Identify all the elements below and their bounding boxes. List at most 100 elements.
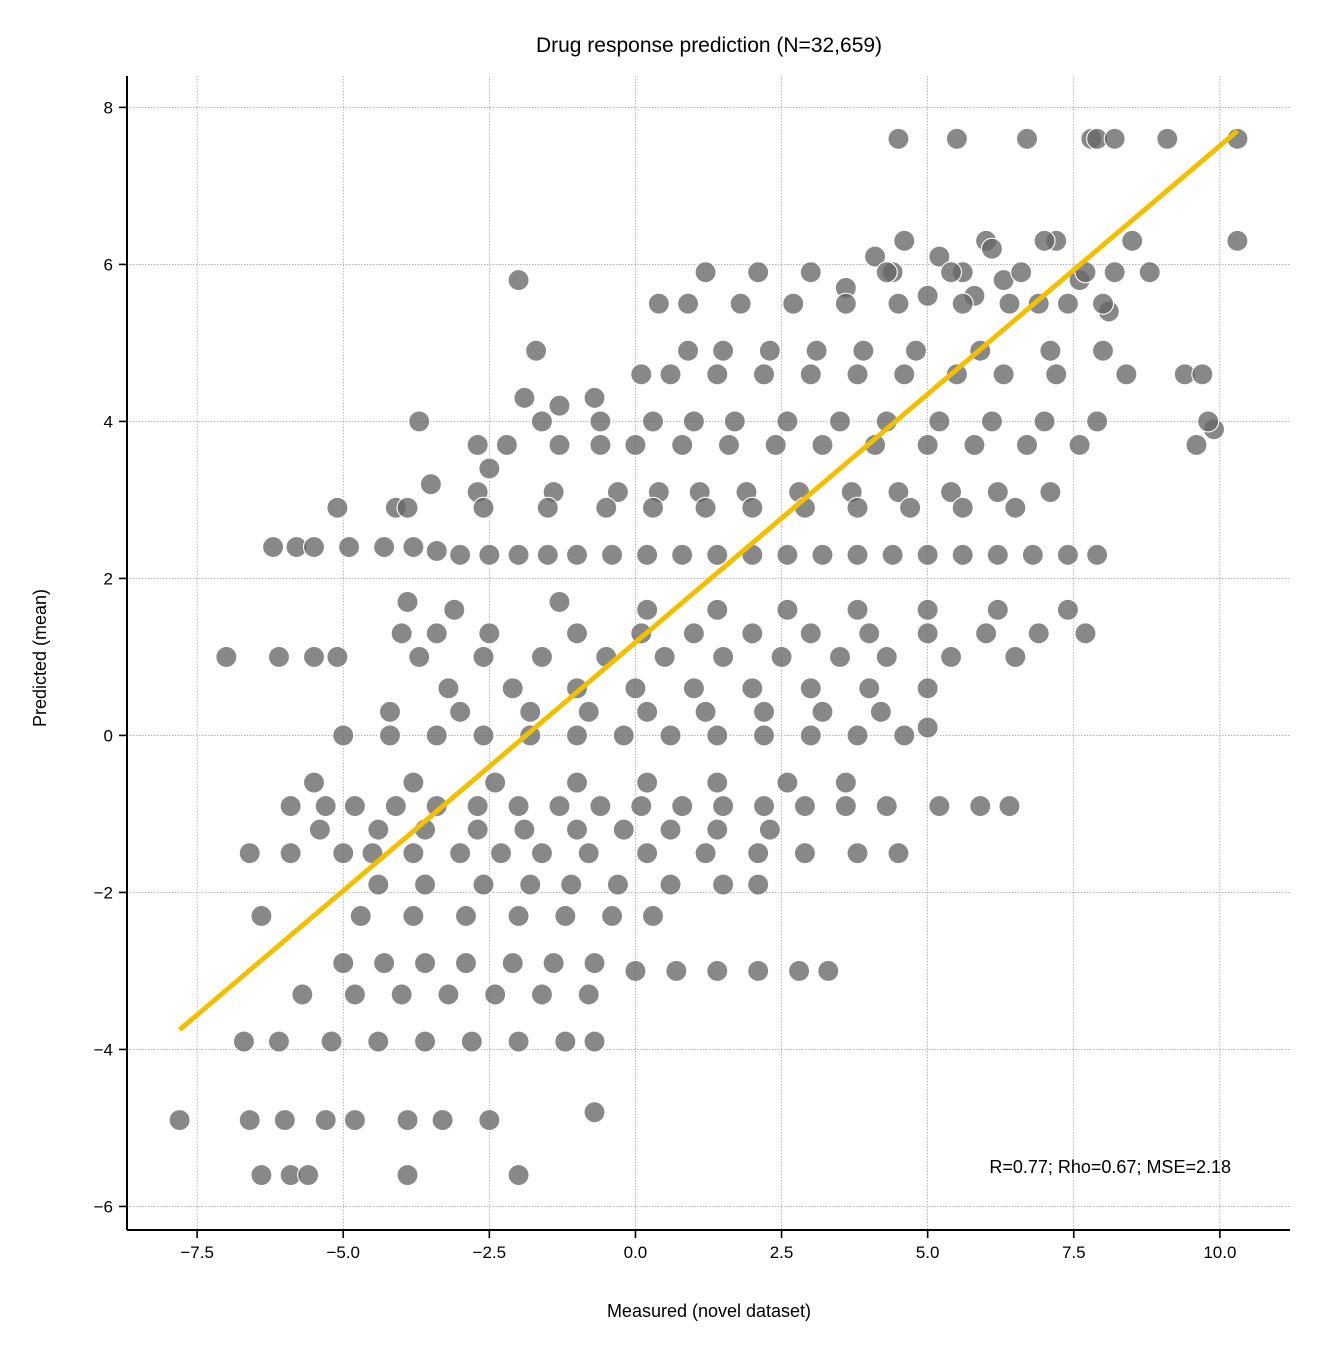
data-point <box>834 292 857 315</box>
data-point <box>776 410 799 433</box>
data-point <box>852 339 875 362</box>
data-point <box>332 842 355 865</box>
data-point <box>712 645 735 668</box>
data-point <box>267 1030 290 1053</box>
data-point <box>577 700 600 723</box>
data-point <box>828 410 852 433</box>
data-point <box>279 795 302 818</box>
data-point <box>478 457 501 480</box>
data-point <box>647 292 670 315</box>
data-point <box>834 795 857 818</box>
data-point <box>343 795 366 818</box>
data-point <box>980 237 1003 260</box>
x-tick-label: 5.0 <box>916 1243 940 1262</box>
data-point <box>454 952 478 975</box>
data-point <box>1138 261 1161 284</box>
data-point <box>706 363 729 386</box>
y-tick-label: 8 <box>104 98 113 117</box>
data-point <box>443 598 466 621</box>
stats-annotation: R=0.77; Rho=0.67; MSE=2.18 <box>989 1157 1231 1177</box>
data-point <box>478 543 501 566</box>
data-point <box>1197 410 1220 433</box>
data-point <box>998 292 1021 315</box>
data-point <box>343 1109 366 1132</box>
data-point <box>951 292 974 315</box>
data-point <box>1021 543 1044 566</box>
data-point <box>1121 229 1144 252</box>
data-point <box>671 433 694 457</box>
data-point <box>951 496 974 519</box>
data-point <box>630 363 653 386</box>
data-point <box>484 771 507 794</box>
data-point <box>396 1163 419 1187</box>
data-point <box>565 724 589 747</box>
data-point <box>425 795 448 818</box>
data-point <box>1086 410 1109 433</box>
data-point <box>589 410 612 433</box>
data-point <box>384 795 407 818</box>
data-point <box>636 598 659 621</box>
data-point <box>1226 229 1249 252</box>
data-point <box>980 410 1003 433</box>
data-point <box>793 842 816 865</box>
data-point <box>986 481 1009 504</box>
data-point <box>1039 339 1062 362</box>
data-point <box>869 700 892 723</box>
y-tick-label: 4 <box>104 412 113 431</box>
data-point <box>811 700 834 723</box>
data-point <box>846 363 869 386</box>
data-point <box>519 873 542 896</box>
data-point <box>747 842 770 865</box>
data-point <box>706 818 729 841</box>
data-point <box>864 245 887 268</box>
data-point <box>624 433 647 457</box>
data-point <box>899 496 922 519</box>
data-point <box>928 410 951 433</box>
data-point <box>752 363 776 386</box>
data-point <box>250 1163 273 1187</box>
data-point <box>466 433 489 457</box>
data-point <box>302 535 326 559</box>
data-point <box>1091 292 1115 315</box>
data-point <box>875 795 898 818</box>
data-point <box>320 1030 343 1053</box>
data-point <box>1074 622 1097 645</box>
data-point <box>747 873 770 896</box>
data-point <box>893 363 916 386</box>
data-point <box>601 543 624 566</box>
y-tick-label: 6 <box>104 255 113 274</box>
data-point <box>776 598 799 621</box>
data-point <box>565 818 589 841</box>
y-axis-label: Predicted (mean) <box>30 589 50 727</box>
data-point <box>741 677 764 700</box>
data-point <box>291 983 314 1006</box>
x-tick-label: 0.0 <box>624 1243 648 1262</box>
data-point <box>1103 261 1126 284</box>
x-tick-label: 7.5 <box>1062 1243 1086 1262</box>
data-point <box>431 1109 454 1132</box>
data-point <box>548 795 571 818</box>
data-point <box>659 363 682 386</box>
data-point <box>887 127 910 150</box>
data-points <box>168 127 1249 1187</box>
data-point <box>776 543 799 566</box>
data-point <box>945 363 968 386</box>
data-point <box>525 339 548 362</box>
data-point <box>712 873 735 896</box>
data-point <box>338 535 361 559</box>
data-point <box>887 292 910 315</box>
data-point <box>799 363 822 386</box>
data-point <box>764 433 787 457</box>
data-point <box>1185 433 1208 457</box>
data-point <box>530 645 553 668</box>
data-point <box>414 873 437 896</box>
data-point <box>501 952 524 975</box>
data-point <box>472 724 495 747</box>
data-point <box>554 1030 577 1053</box>
data-point <box>612 724 635 747</box>
data-point <box>706 598 729 621</box>
data-point <box>507 1030 530 1053</box>
data-point <box>414 952 437 975</box>
data-point <box>799 724 822 747</box>
